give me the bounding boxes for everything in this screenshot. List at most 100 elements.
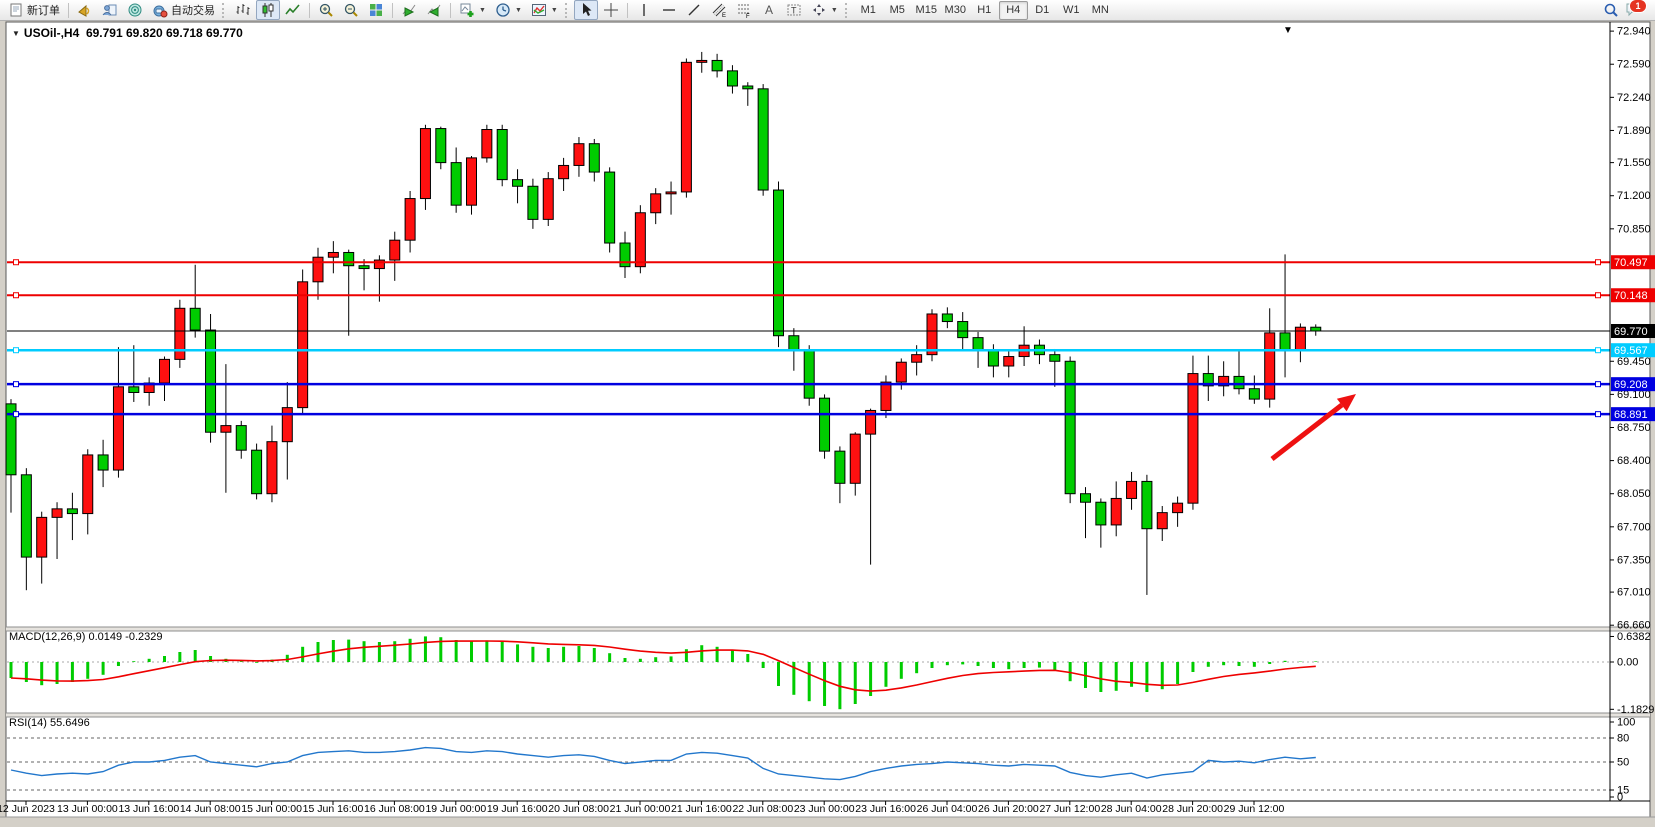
candle-29-Jun-08-00[interactable] bbox=[1218, 375, 1230, 387]
candle-16-Jun-08-00[interactable] bbox=[389, 239, 401, 261]
toolbar-drag-handle[interactable] bbox=[222, 2, 228, 18]
horn-button[interactable] bbox=[73, 0, 97, 20]
period-button[interactable]: ▼ bbox=[491, 0, 526, 20]
candle-21-Jun-12-00[interactable] bbox=[680, 61, 692, 193]
candle-22-Jun-00-00[interactable] bbox=[726, 70, 738, 87]
arrows-button[interactable]: ▼ bbox=[807, 0, 842, 20]
candle-16-Jun-12-00[interactable] bbox=[404, 198, 416, 241]
candle-23-Jun-08-00[interactable] bbox=[849, 433, 861, 484]
candle-13-Jun-00-00[interactable] bbox=[82, 454, 94, 515]
candle-22-Jun-20-00[interactable] bbox=[803, 350, 815, 399]
candle-15-Jun-04-00[interactable] bbox=[281, 407, 293, 443]
pane-splitter[interactable] bbox=[6, 713, 1650, 717]
zoom-out-button[interactable] bbox=[339, 0, 363, 20]
timeframe-h4[interactable]: H4 bbox=[998, 0, 1028, 20]
candle-21-Jun-08-00[interactable] bbox=[665, 191, 677, 195]
cursor-button[interactable] bbox=[573, 0, 598, 20]
vertical-line-button[interactable] bbox=[632, 0, 656, 20]
candle-15-Jun-16-00[interactable] bbox=[327, 251, 339, 258]
candle-28-Jun-00-00[interactable] bbox=[1095, 501, 1107, 526]
candle-13-Jun-20-00[interactable] bbox=[159, 358, 170, 384]
candle-19-Jun-20-00[interactable] bbox=[527, 185, 539, 220]
trend-arrow[interactable] bbox=[1270, 394, 1356, 461]
chat-button[interactable]: 1 bbox=[1625, 0, 1647, 19]
symbol-dropdown-icon[interactable]: ▼ bbox=[12, 29, 20, 38]
pane-splitter[interactable] bbox=[6, 627, 1650, 631]
time-axis[interactable]: 12 Jun 2023 13 Jun 00:00 13 Jun 16:00 14 Ju… bbox=[0, 801, 1285, 815]
candle-23-Jun-20-00[interactable] bbox=[895, 361, 907, 383]
timeframe-d1[interactable]: D1 bbox=[1035, 4, 1050, 16]
candle-29-Jun-12-00[interactable] bbox=[1233, 375, 1245, 390]
timeframe-m1[interactable]: M1 bbox=[860, 4, 876, 16]
toolbar-drag-handle[interactable] bbox=[844, 2, 851, 18]
crosshair-button[interactable] bbox=[599, 0, 623, 20]
candle-16-Jun-20-00[interactable] bbox=[435, 128, 447, 164]
text-label-button[interactable]: T bbox=[782, 0, 806, 20]
candle-14-Jun-20-00[interactable] bbox=[251, 449, 263, 495]
candle-14-Jun-00-00[interactable] bbox=[174, 307, 186, 360]
candle-29-Jun-20-00[interactable] bbox=[1264, 332, 1276, 400]
candle-22-Jun-04-00[interactable] bbox=[742, 85, 754, 90]
candle-23-Jun-16-00[interactable] bbox=[880, 381, 892, 411]
timeframe-m5[interactable]: M5 bbox=[889, 4, 905, 16]
candle-19-Jun-08-00[interactable] bbox=[481, 129, 493, 159]
candle-28-Jun-08-00[interactable] bbox=[1126, 480, 1138, 499]
candle-16-Jun-16-00[interactable] bbox=[419, 128, 431, 200]
candle-19-Jun-04-00[interactable] bbox=[466, 157, 477, 206]
candle-29-Jun-00-00[interactable] bbox=[1187, 373, 1199, 504]
chart-shift-marker[interactable]: ▼ bbox=[1283, 25, 1293, 36]
zoom-in-button[interactable] bbox=[314, 0, 338, 20]
candle-19-Jun-12-00[interactable] bbox=[496, 129, 508, 181]
candle-14-Jun-04-00[interactable] bbox=[189, 307, 201, 331]
candle-20-Jun-08-00[interactable] bbox=[573, 143, 585, 166]
candle-16-Jun-00-00[interactable] bbox=[358, 265, 370, 270]
tile-windows-button[interactable] bbox=[364, 0, 388, 20]
candle-13-Jun-12-00[interactable] bbox=[128, 386, 140, 393]
text-button[interactable]: A bbox=[757, 0, 781, 20]
candle-20-Jun-12-00[interactable] bbox=[588, 143, 600, 173]
candle-20-Jun-20-00[interactable] bbox=[619, 242, 631, 268]
candle-26-Jun-12-00[interactable] bbox=[957, 321, 969, 339]
candle-23-Jun-12-00[interactable] bbox=[865, 409, 877, 435]
auto-trading-button[interactable]: 自动交易 bbox=[148, 0, 219, 20]
candle-15-Jun-00-00[interactable] bbox=[266, 441, 278, 495]
candle-26-Jun-08-00[interactable] bbox=[941, 313, 953, 323]
profile-charts-button[interactable] bbox=[397, 0, 421, 20]
candle-13-Jun-04-00[interactable] bbox=[97, 454, 109, 471]
timeframe-m15[interactable]: M15 bbox=[915, 4, 937, 16]
chart-title[interactable]: ▼ USOil-,H4 69.791 69.820 69.718 69.770 bbox=[12, 26, 243, 40]
timeframe-m30[interactable]: M30 bbox=[944, 4, 966, 16]
candle-20-Jun-04-00[interactable] bbox=[558, 164, 570, 180]
candle-21-Jun-04-00[interactable] bbox=[650, 193, 662, 214]
candle-12-Jun-08-00[interactable] bbox=[20, 474, 32, 558]
timeframe-mn[interactable]: MN bbox=[1091, 4, 1109, 16]
candle-19-Jun-00-00[interactable] bbox=[450, 162, 462, 206]
candle-27-Jun-20-00[interactable] bbox=[1080, 493, 1091, 503]
candle-14-Jun-08-00[interactable] bbox=[205, 329, 217, 433]
candle-13-Jun-08-00[interactable] bbox=[112, 386, 124, 471]
candle-26-Jun-00-00[interactable] bbox=[911, 354, 923, 363]
navigator-button[interactable] bbox=[123, 0, 147, 20]
candle-12-Jun-20-00[interactable] bbox=[66, 508, 78, 515]
candle-28-Jun-12-00[interactable] bbox=[1141, 480, 1153, 530]
profile-charts-alt-button[interactable] bbox=[422, 0, 446, 20]
candle-30-Jun-00-00[interactable] bbox=[1279, 332, 1291, 352]
bar-chart-button[interactable] bbox=[231, 0, 255, 20]
candle-15-Jun-20-00[interactable] bbox=[343, 251, 355, 267]
equidistant-channel-button[interactable]: E bbox=[707, 0, 731, 20]
market-watch-button[interactable] bbox=[98, 0, 122, 20]
chart-canvas[interactable]: 72.940 72.590 72.240 71.890 71.550 71.200 70.8… bbox=[0, 21, 1655, 827]
candle-30-Jun-08-00[interactable] bbox=[1310, 326, 1322, 332]
new-order-button[interactable]: 新订单 bbox=[4, 0, 64, 20]
horizontal-line-button[interactable] bbox=[657, 0, 681, 20]
fibonacci-button[interactable]: F bbox=[732, 0, 756, 20]
candle-14-Jun-12-00[interactable] bbox=[220, 425, 232, 433]
search-icon[interactable] bbox=[1603, 2, 1619, 18]
candle-20-Jun-16-00[interactable] bbox=[604, 171, 616, 244]
candle-12-Jun-04-00[interactable] bbox=[5, 403, 17, 476]
candle-16-Jun-04-00[interactable] bbox=[373, 259, 385, 270]
candle-28-Jun-16-00[interactable] bbox=[1156, 512, 1168, 530]
toolbar-drag-handle[interactable] bbox=[564, 2, 571, 18]
candle-12-Jun-16-00[interactable] bbox=[51, 508, 63, 518]
candle-20-Jun-00-00[interactable] bbox=[542, 178, 554, 220]
